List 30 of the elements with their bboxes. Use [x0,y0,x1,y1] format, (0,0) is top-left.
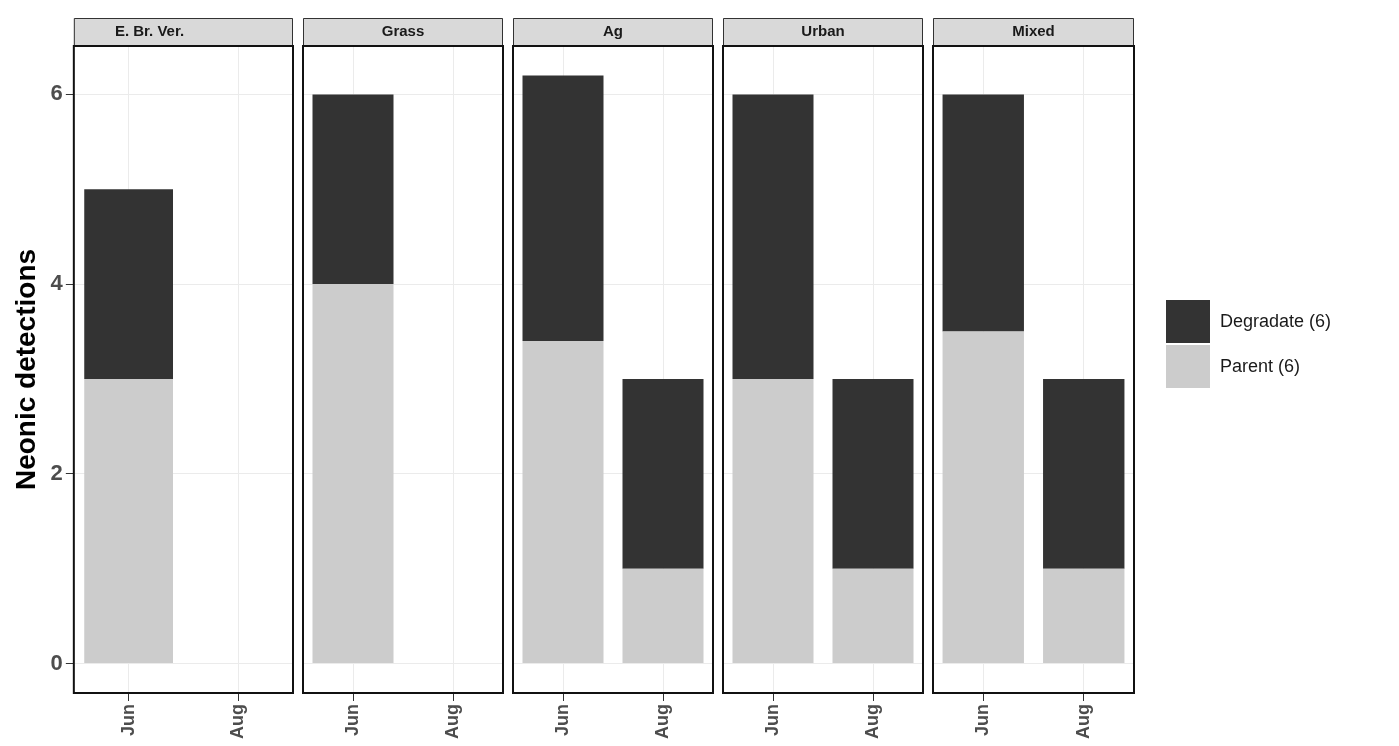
bar [1043,378,1125,569]
chart-title: Mixed [1012,22,1055,40]
x-tick-label: Aug [227,704,248,740]
y-axis-title: Neonic detections [9,248,41,491]
y-tick-label: 4 [50,270,64,296]
y-tick-label: 2 [50,459,63,485]
bar [942,331,1024,664]
bar [622,568,704,664]
chart-title: Ag [603,22,623,40]
x-tick-label: Aug [441,704,462,740]
bar [1043,568,1125,664]
y-tick-label: 6 [50,80,63,106]
x-tick-label: Jun [551,704,572,737]
x-tick-label: Jun [341,704,362,737]
bar [942,94,1024,332]
bar [522,75,604,342]
x-tick-label: Aug [651,704,672,740]
legend-label: Degradate (6) [1220,311,1332,332]
x-tick-label: Jun [761,704,782,737]
chart-title: E. Br. Ver. [114,22,185,40]
bar [622,378,704,569]
bar [522,341,604,664]
x-tick-label: Aug [861,704,882,740]
chart-title: Grass [381,22,425,40]
legend-label: Parent (6) [1220,356,1301,377]
x-tick-label: Jun [117,704,138,737]
x-tick-label: Aug [1072,704,1093,740]
chart-title: Urban [801,22,845,40]
y-tick-label: 0 [50,649,63,675]
x-tick-label: Jun [972,704,993,737]
